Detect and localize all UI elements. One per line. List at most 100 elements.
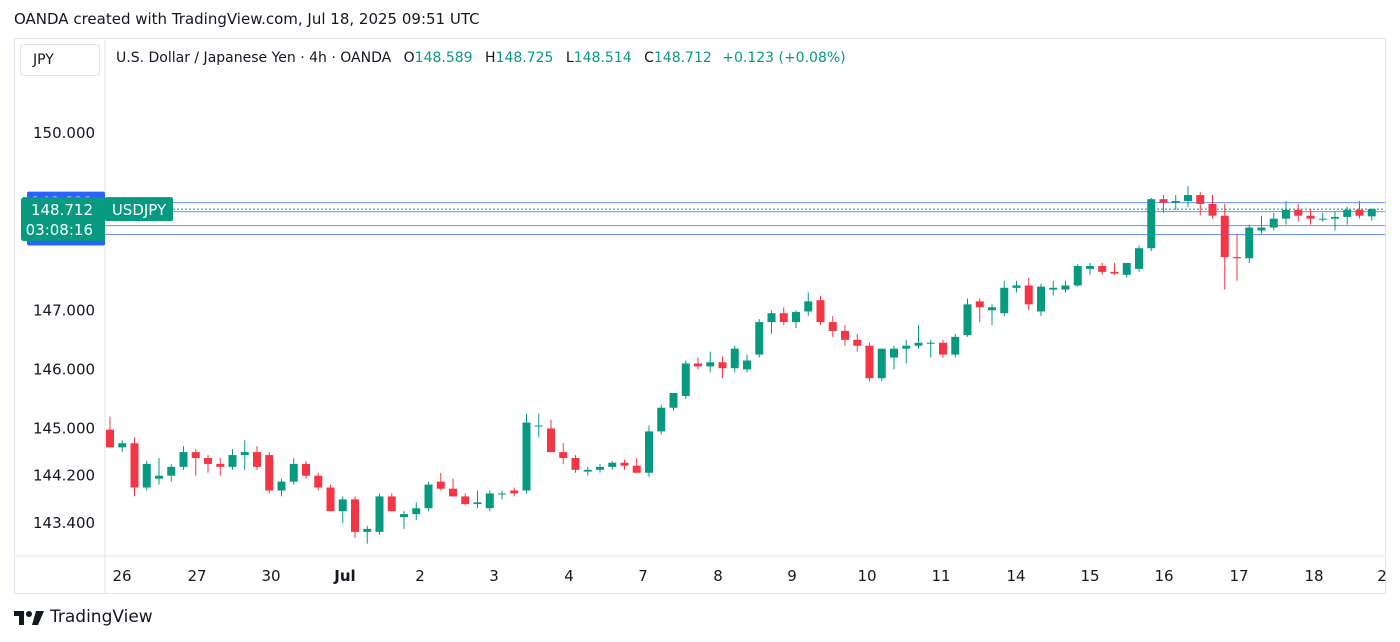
candle: [534, 413, 543, 438]
legend-low: L148.514: [565, 50, 632, 66]
candle-body: [363, 528, 372, 532]
candle-body: [204, 458, 212, 464]
candle-body: [694, 363, 702, 367]
candle-body: [1208, 203, 1217, 216]
candle-body: [1220, 215, 1229, 258]
candle-body: [1110, 271, 1119, 274]
candle: [1257, 215, 1266, 234]
candle: [1073, 264, 1082, 287]
candle-body: [1282, 209, 1290, 219]
candle: [767, 310, 776, 334]
candle: [1037, 283, 1045, 317]
candle-body: [620, 462, 629, 466]
currency-scale-tab[interactable]: JPY: [20, 44, 100, 76]
x-tick-label: 18: [1304, 567, 1323, 585]
candle-body: [167, 466, 176, 476]
candle: [853, 333, 862, 352]
candle-body: [338, 499, 347, 512]
candle: [1233, 233, 1241, 281]
candle: [216, 458, 225, 476]
x-tick-label: 7: [638, 567, 648, 585]
candle: [277, 478, 286, 497]
candle: [1049, 280, 1058, 296]
candle-body: [412, 508, 421, 515]
candle-body: [1233, 257, 1241, 259]
candle: [130, 437, 139, 497]
y-tick-label: 147.000: [33, 301, 95, 319]
candle: [351, 496, 359, 538]
candle-body: [1343, 209, 1352, 217]
candle-body: [988, 307, 996, 311]
candle-body: [1367, 209, 1376, 217]
candle-body: [1122, 263, 1131, 275]
candle: [1012, 280, 1021, 293]
candle-body: [706, 362, 715, 367]
candle-body: [449, 488, 457, 497]
candle-body: [436, 481, 445, 489]
candle: [1098, 263, 1107, 275]
candle-body: [743, 360, 751, 370]
candle: [1061, 280, 1070, 293]
candle: [596, 463, 604, 473]
candle-body: [1184, 195, 1192, 201]
candle-body: [669, 393, 678, 408]
bar-countdown-label: 03:08:16: [26, 221, 93, 239]
candle: [706, 351, 715, 373]
candle-body: [106, 429, 114, 448]
candle: [473, 490, 482, 509]
candle: [828, 316, 837, 337]
candle: [804, 292, 813, 317]
candle: [963, 298, 972, 337]
candle-body: [571, 458, 580, 470]
candle: [902, 339, 911, 364]
current-price-box: [21, 197, 105, 242]
candle: [1220, 203, 1229, 290]
candle: [926, 339, 935, 358]
candle: [547, 419, 555, 453]
candle-body: [118, 443, 127, 448]
candle: [375, 493, 384, 535]
candle: [289, 458, 298, 485]
candle-body: [816, 300, 825, 323]
candle: [522, 413, 531, 494]
candle-body: [375, 496, 384, 532]
candle: [865, 342, 874, 382]
candle: [412, 502, 421, 521]
candle: [1318, 212, 1327, 222]
candle: [939, 339, 947, 358]
candle-body: [1269, 218, 1278, 228]
candle-body: [1073, 265, 1082, 286]
candle: [583, 466, 592, 476]
candle: [645, 425, 653, 477]
candle-body: [779, 313, 788, 323]
candle-body: [522, 422, 531, 491]
candle: [191, 449, 200, 476]
tradingview-brand: TradingView: [50, 607, 153, 627]
x-tick-label: 14: [1006, 567, 1025, 585]
candle-body: [1061, 285, 1070, 290]
candle: [755, 319, 764, 358]
x-tick-label: 2: [415, 567, 425, 585]
candle-body: [314, 475, 323, 488]
legend-change: +0.123 (+0.08%): [722, 50, 846, 66]
candle: [106, 416, 114, 448]
candle-body: [387, 496, 396, 512]
candle-body: [130, 443, 139, 488]
candle: [1184, 186, 1192, 207]
candle: [792, 310, 800, 328]
candle-body: [191, 452, 200, 458]
candle-body: [1135, 248, 1143, 269]
candle-body: [828, 322, 837, 331]
legend-open: O148.589: [403, 50, 473, 66]
candle: [510, 487, 519, 497]
candle: [669, 393, 678, 411]
candle: [142, 460, 151, 491]
symbol-title: U.S. Dollar / Japanese Yen · 4h · OANDA: [116, 50, 392, 66]
candle: [326, 484, 335, 512]
candle: [951, 333, 960, 358]
candle-body: [326, 487, 335, 512]
symbol-legend: U.S. Dollar / Japanese Yen · 4h · OANDA …: [116, 50, 846, 66]
candle: [1306, 208, 1315, 225]
candle-body: [155, 475, 163, 479]
